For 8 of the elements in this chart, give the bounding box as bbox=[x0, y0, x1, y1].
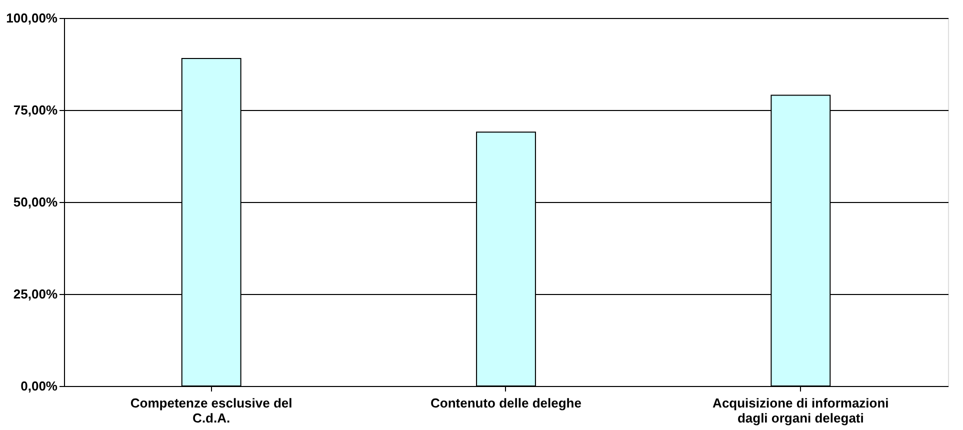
y-tick-label: 0,00% bbox=[20, 378, 58, 394]
x-tick-label: Acquisizione di informazioni dagli organi delegati bbox=[712, 396, 889, 426]
y-tick-label: 50,00% bbox=[13, 194, 58, 210]
y-tick-label: 25,00% bbox=[13, 286, 58, 302]
x-tick-label: Competenze esclusive del C.d.A. bbox=[130, 396, 292, 426]
y-tick-label: 75,00% bbox=[13, 102, 58, 118]
y-tick-label: 100,00% bbox=[6, 10, 58, 26]
x-tick-label: Contenuto delle deleghe bbox=[430, 396, 582, 410]
